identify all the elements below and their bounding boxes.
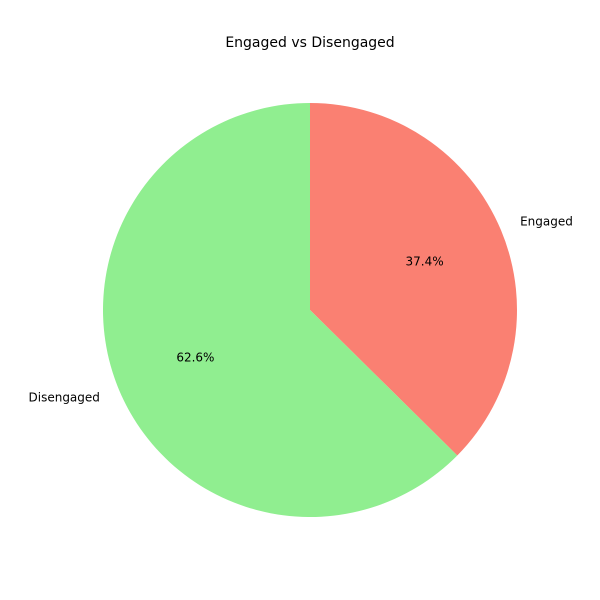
chart-title: Engaged vs Disengaged — [225, 35, 394, 51]
pie-labels: Engaged 37.4% Disengaged 62.6% — [29, 215, 573, 405]
slice-label-engaged: Engaged — [520, 215, 573, 229]
pie-slice-engaged — [310, 103, 517, 456]
pie-slices — [102, 103, 517, 517]
slice-label-disengaged: Disengaged — [29, 390, 100, 404]
slice-percent-engaged: 37.4% — [406, 255, 444, 269]
slice-percent-disengaged: 62.6% — [176, 350, 214, 364]
pie-slice-disengaged — [102, 103, 458, 517]
